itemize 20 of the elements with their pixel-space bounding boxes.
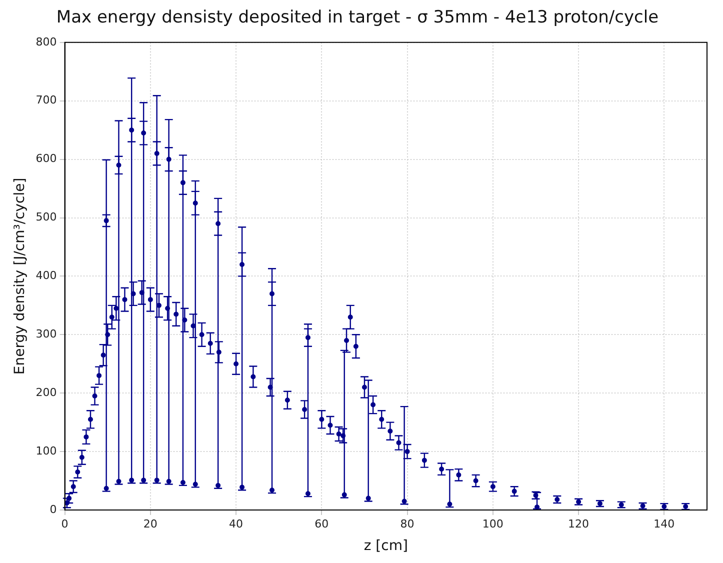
y-tick-label: 400 xyxy=(36,269,57,282)
y-tick-label: 0 xyxy=(50,502,57,516)
y-axis-title: Energy density [J/cm³/cycle] xyxy=(12,178,28,375)
y-tick-label: 200 xyxy=(36,386,57,399)
x-tick-label: 40 xyxy=(229,517,244,530)
y-tick-label: 100 xyxy=(36,444,57,458)
y-tick-label: 600 xyxy=(36,152,57,166)
x-tick-label: 60 xyxy=(314,517,329,530)
y-tick-label: 700 xyxy=(36,94,57,107)
y-tick-label: 500 xyxy=(36,210,57,224)
x-tick-label: 80 xyxy=(400,517,414,530)
y-tick-label: 800 xyxy=(36,35,57,48)
x-tick-label: 120 xyxy=(568,517,590,530)
x-tick-label: 100 xyxy=(482,517,504,530)
x-tick-label: 140 xyxy=(654,517,675,530)
x-tick-label: 0 xyxy=(61,517,68,530)
x-axis-title: z [cm] xyxy=(364,538,408,554)
chart-title: Max energy densisty deposited in target - σ 35mm - 4e13 proton/cycle xyxy=(56,8,659,28)
y-tick-label: 300 xyxy=(36,328,57,341)
x-tick-label: 20 xyxy=(143,517,158,530)
